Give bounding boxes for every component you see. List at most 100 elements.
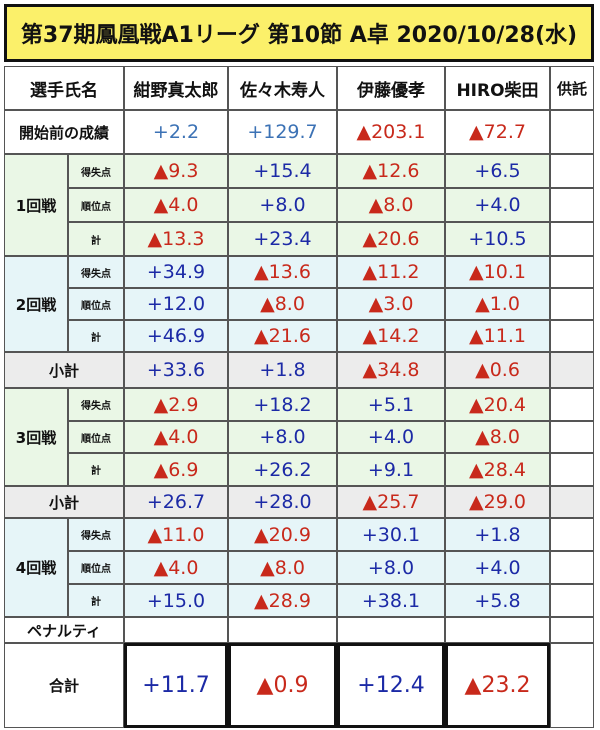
score-value: +5.8 — [474, 589, 521, 612]
score-cell: +5.1 — [337, 388, 445, 421]
round-sublabel: 順位点 — [68, 288, 124, 320]
score-cell: +5.8 — [445, 584, 550, 617]
player-name-header: HIRO柴田 — [445, 66, 550, 110]
subtotal-label: 小計 — [4, 486, 124, 518]
score-value: +10.5 — [468, 228, 527, 250]
deposit-header: 供託 — [550, 66, 594, 110]
score-cell: ▲6.9 — [124, 453, 228, 486]
header-label: 選手氏名 — [4, 66, 124, 110]
deposit-cell — [550, 584, 594, 617]
score-cell: +9.1 — [337, 453, 445, 486]
score-value: +8.0 — [259, 426, 306, 448]
score-cell: ▲20.4 — [445, 388, 550, 421]
score-cell: ▲13.6 — [228, 256, 337, 288]
round-sublabel: 得失点 — [68, 388, 124, 421]
score-value: ▲20.6 — [362, 228, 420, 250]
score-value: +34.9 — [146, 261, 206, 283]
score-cell: ▲28.9 — [228, 584, 337, 617]
score-value: ▲8.0 — [260, 293, 305, 315]
score-cell: ▲1.0 — [445, 288, 550, 320]
score-value: ▲10.1 — [469, 261, 526, 283]
score-cell: ▲14.2 — [337, 320, 445, 352]
score-value: +26.2 — [253, 458, 312, 481]
page-title: 第37期鳳凰戦A1リーグ 第10節 A卓 2020/10/28(水) — [4, 4, 594, 62]
score-value: +6.5 — [474, 160, 521, 182]
subtotal-value: +28.0 — [253, 491, 312, 513]
deposit-cell — [550, 256, 594, 288]
subtotal-cell: +33.6 — [124, 352, 228, 388]
total-value: ▲23.2 — [464, 673, 531, 698]
deposit-cell — [550, 551, 594, 584]
deposit-cell — [550, 154, 594, 188]
pre-score-value: +2.2 — [152, 121, 200, 143]
score-value: ▲4.0 — [153, 194, 199, 216]
score-value: +8.0 — [367, 556, 415, 579]
round-sublabel: 順位点 — [68, 188, 124, 222]
pre-score-value: ▲72.7 — [469, 121, 526, 143]
round-sublabel: 得失点 — [68, 518, 124, 551]
score-value: ▲4.0 — [153, 426, 199, 448]
subtotal-cell: ▲0.6 — [445, 352, 550, 388]
subtotal-cell: +28.0 — [228, 486, 337, 518]
score-cell: +34.9 — [124, 256, 228, 288]
score-cell: ▲8.0 — [228, 551, 337, 584]
deposit-cell — [550, 320, 594, 352]
score-value: ▲11.2 — [362, 261, 420, 283]
total-cell: ▲0.9 — [228, 643, 337, 728]
score-value: ▲28.4 — [469, 458, 526, 481]
score-value: +15.0 — [146, 589, 206, 612]
score-cell: ▲21.6 — [228, 320, 337, 352]
score-value: +46.9 — [146, 325, 206, 347]
round-sublabel: 順位点 — [68, 421, 124, 453]
player-name-header: 紺野真太郎 — [124, 66, 228, 110]
score-value: ▲6.9 — [153, 458, 199, 481]
score-value: +4.0 — [474, 194, 521, 216]
score-cell: +15.4 — [228, 154, 337, 188]
score-value: ▲28.9 — [254, 589, 311, 612]
pre-score-cell: +129.7 — [228, 110, 337, 154]
score-cell: +6.5 — [445, 154, 550, 188]
deposit-cell — [550, 288, 594, 320]
score-cell: ▲8.0 — [228, 288, 337, 320]
subtotal-value: ▲25.7 — [362, 491, 420, 513]
score-cell: ▲11.1 — [445, 320, 550, 352]
score-value: +1.8 — [474, 523, 521, 546]
total-cell: ▲23.2 — [445, 643, 550, 728]
round-sublabel: 計 — [68, 584, 124, 617]
total-cell: +11.7 — [124, 643, 228, 728]
deposit-cell — [550, 222, 594, 256]
score-cell: ▲13.3 — [124, 222, 228, 256]
subtotal-value: +33.6 — [146, 359, 206, 381]
score-cell: ▲20.6 — [337, 222, 445, 256]
subtotal-value: +26.7 — [146, 491, 206, 513]
score-cell: ▲8.0 — [337, 188, 445, 222]
subtotal-cell: +1.8 — [228, 352, 337, 388]
score-value: ▲11.1 — [469, 325, 526, 347]
score-cell: +46.9 — [124, 320, 228, 352]
score-value: ▲13.3 — [147, 228, 205, 250]
score-cell: ▲2.9 — [124, 388, 228, 421]
subtotal-cell: ▲25.7 — [337, 486, 445, 518]
score-cell: ▲10.1 — [445, 256, 550, 288]
subtotal-cell: ▲29.0 — [445, 486, 550, 518]
deposit-cell — [550, 421, 594, 453]
deposit-cell — [550, 110, 594, 154]
score-value: +18.2 — [253, 393, 312, 416]
score-value: ▲8.0 — [475, 426, 520, 448]
score-cell: ▲28.4 — [445, 453, 550, 486]
penalty-label: ペナルティ — [4, 617, 124, 643]
score-value: +9.1 — [367, 458, 415, 481]
round-sublabel: 計 — [68, 453, 124, 486]
score-value: +23.4 — [253, 228, 312, 250]
score-value: ▲12.6 — [362, 160, 420, 182]
score-value: ▲9.3 — [153, 160, 199, 182]
score-value: ▲21.6 — [254, 325, 311, 347]
round-label: 1回戦 — [4, 154, 68, 256]
pre-score-cell: ▲203.1 — [337, 110, 445, 154]
score-cell: +1.8 — [445, 518, 550, 551]
total-label: 合計 — [4, 643, 124, 728]
score-value: ▲13.6 — [254, 261, 311, 283]
score-value: ▲8.0 — [260, 556, 305, 579]
score-cell: ▲20.9 — [228, 518, 337, 551]
